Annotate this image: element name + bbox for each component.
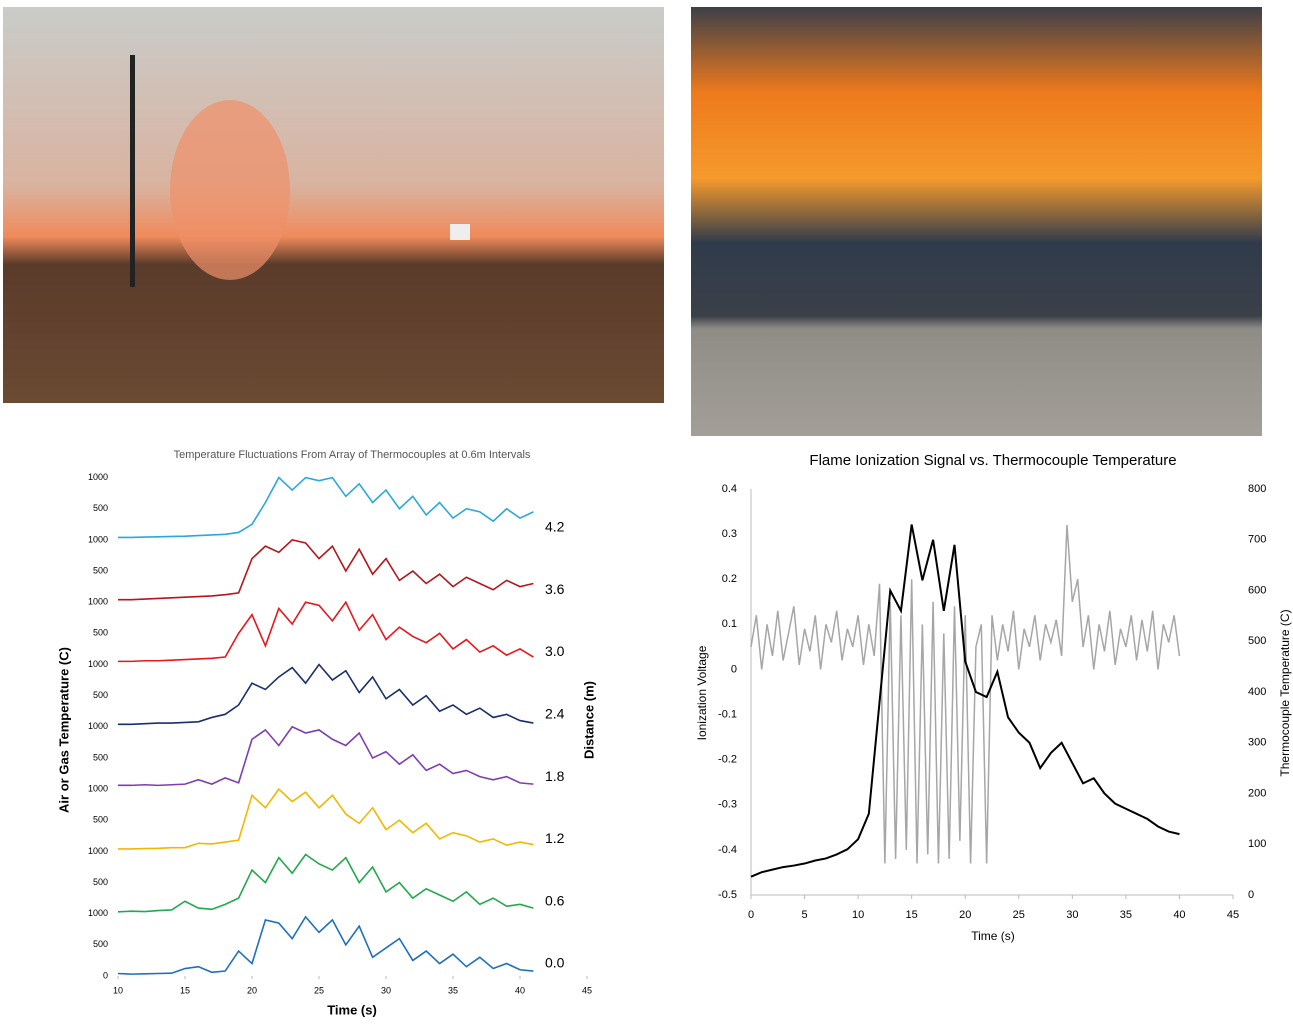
photo-aerial-fire bbox=[691, 7, 1262, 436]
y-tick-label: 1000 bbox=[88, 534, 108, 544]
series-line bbox=[751, 525, 1179, 877]
photo-grass-fire bbox=[3, 7, 664, 403]
distance-label: 1.8 bbox=[545, 768, 565, 784]
y-tick-label: 0.3 bbox=[722, 528, 737, 540]
distance-label: 0.0 bbox=[545, 955, 565, 971]
temperature-line bbox=[118, 855, 533, 912]
y-tick-label: 500 bbox=[93, 939, 108, 949]
x-axis-label: Time (s) bbox=[327, 1002, 377, 1017]
x-tick-label: 0 bbox=[748, 909, 754, 921]
x-tick-label: 25 bbox=[1013, 909, 1025, 921]
x-tick-label: 40 bbox=[515, 985, 525, 995]
y-tick-label: 0 bbox=[731, 663, 737, 675]
y-tick-label: 500 bbox=[93, 752, 108, 762]
distance-label: 2.4 bbox=[545, 706, 565, 722]
y-tick-label: 1000 bbox=[88, 721, 108, 731]
y-tick-label: -0.2 bbox=[718, 754, 737, 766]
y-tick-label: 500 bbox=[93, 877, 108, 887]
x-tick-label: 20 bbox=[959, 909, 971, 921]
y-tick-label: -0.5 bbox=[718, 889, 737, 901]
y-tick-label: -0.3 bbox=[718, 799, 737, 811]
x-axis-label: Time (s) bbox=[971, 929, 1015, 943]
y2-tick-label: 800 bbox=[1248, 483, 1266, 495]
y-axis-label: Air or Gas Temperature (C) bbox=[56, 647, 71, 813]
distance-label: 3.6 bbox=[545, 581, 565, 597]
y2-axis-label: Distance (m) bbox=[581, 681, 596, 759]
series-line bbox=[751, 525, 1179, 863]
page: {"chart_data": [ {"type": "ridgeline", "… bbox=[0, 0, 1293, 1021]
y-axis-label: Ionization Voltage bbox=[695, 645, 709, 740]
temperature-line bbox=[118, 789, 533, 849]
y-tick-label: -0.1 bbox=[718, 708, 737, 720]
x-tick-label: 35 bbox=[448, 985, 458, 995]
x-tick-label: 10 bbox=[113, 985, 123, 995]
x-tick-label: 45 bbox=[582, 985, 592, 995]
temperature-line bbox=[118, 478, 533, 538]
y2-tick-label: 600 bbox=[1248, 584, 1266, 596]
chart-title: Flame Ionization Signal vs. Thermocouple… bbox=[809, 452, 1176, 469]
y-tick-label: 1000 bbox=[88, 659, 108, 669]
y2-tick-label: 0 bbox=[1248, 889, 1254, 901]
y-tick-label: 1000 bbox=[88, 472, 108, 482]
x-tick-label: 45 bbox=[1227, 909, 1239, 921]
y-tick-label: 0.4 bbox=[722, 483, 737, 495]
x-tick-label: 30 bbox=[381, 985, 391, 995]
temperature-line bbox=[118, 602, 533, 661]
temperature-line bbox=[118, 917, 533, 974]
x-tick-label: 25 bbox=[314, 985, 324, 995]
y2-axis-label: Thermocouple Temperature (C) bbox=[1278, 609, 1292, 776]
temperature-line bbox=[118, 665, 533, 725]
y2-tick-label: 300 bbox=[1248, 737, 1266, 749]
x-tick-label: 20 bbox=[247, 985, 257, 995]
y-tick-label: 1000 bbox=[88, 908, 108, 918]
y-tick-label: 500 bbox=[93, 815, 108, 825]
distance-label: 3.0 bbox=[545, 643, 565, 659]
x-tick-label: 5 bbox=[801, 909, 807, 921]
distance-label: 4.2 bbox=[545, 519, 565, 535]
y2-tick-label: 700 bbox=[1248, 534, 1266, 546]
x-tick-label: 10 bbox=[852, 909, 864, 921]
y-tick-label: 1000 bbox=[88, 846, 108, 856]
y2-tick-label: 100 bbox=[1248, 838, 1266, 850]
y-tick-label: 1000 bbox=[88, 783, 108, 793]
x-tick-label: 40 bbox=[1173, 909, 1185, 921]
distance-label: 0.6 bbox=[545, 892, 565, 908]
chart-title: Temperature Fluctuations From Array of T… bbox=[174, 449, 531, 461]
temperature-line bbox=[118, 540, 533, 600]
y-tick-label: -0.4 bbox=[718, 844, 737, 856]
distance-label: 1.2 bbox=[545, 830, 565, 846]
figure: Temperature Fluctuations From Array of T… bbox=[0, 0, 1293, 1021]
temperature-line bbox=[118, 727, 533, 786]
y-tick-label: 0.2 bbox=[722, 573, 737, 585]
y-tick-label: 500 bbox=[93, 690, 108, 700]
x-tick-label: 15 bbox=[906, 909, 918, 921]
y2-tick-label: 400 bbox=[1248, 686, 1266, 698]
y-tick-label: 500 bbox=[93, 565, 108, 575]
y-tick-label: 0.1 bbox=[722, 618, 737, 630]
y-tick-label: 500 bbox=[93, 503, 108, 513]
x-tick-label: 30 bbox=[1066, 909, 1078, 921]
y-tick-label: 0 bbox=[103, 970, 108, 980]
y-tick-label: 500 bbox=[93, 628, 108, 638]
y2-tick-label: 200 bbox=[1248, 787, 1266, 799]
y2-tick-label: 500 bbox=[1248, 635, 1266, 647]
x-tick-label: 15 bbox=[180, 985, 190, 995]
y-tick-label: 1000 bbox=[88, 597, 108, 607]
x-tick-label: 35 bbox=[1120, 909, 1132, 921]
